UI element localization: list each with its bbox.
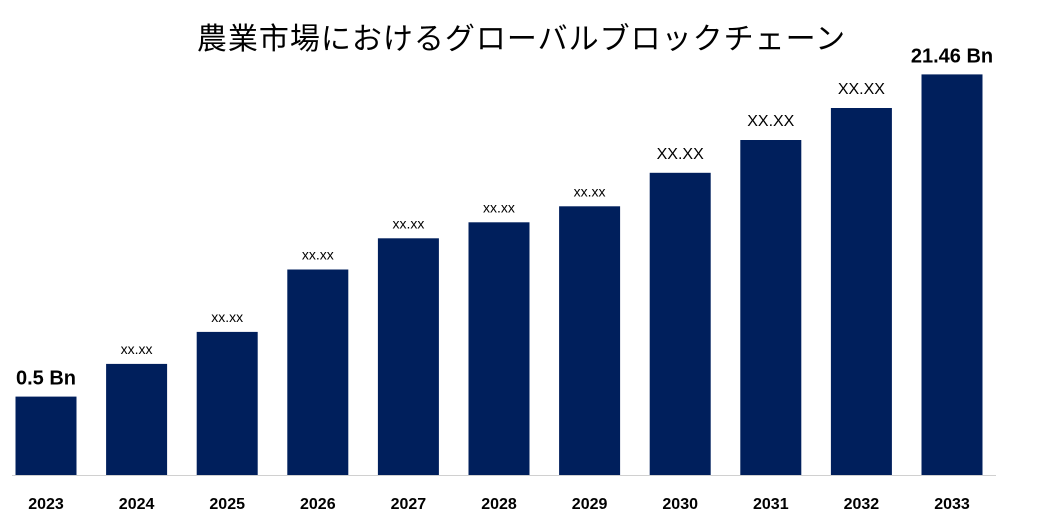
x-tick-label-2026: 2026 xyxy=(300,496,336,513)
x-tick-label-2029: 2029 xyxy=(572,496,608,513)
data-label-2031: XX.XX xyxy=(747,113,794,130)
x-tick-label-2023: 2023 xyxy=(28,496,64,513)
data-label-2032: XX.XX xyxy=(838,81,885,98)
data-label-2027: xx.xx xyxy=(392,215,424,231)
x-tick-label-2027: 2027 xyxy=(391,496,427,513)
bar-2026 xyxy=(287,269,349,475)
bar-2024 xyxy=(106,363,168,475)
x-tick-label-2032: 2032 xyxy=(844,496,880,513)
bar-2028 xyxy=(468,222,530,475)
ticks-layer: 2023 2024 2025 2026 2027 2028 2029 2030 2031 2032… xyxy=(28,496,970,513)
labels-layer: 0.5 Bn xx.xx xx.xx xx.xx xx.xx xx.xx xx.xx XX.X… xyxy=(16,45,993,389)
x-tick-label-2031: 2031 xyxy=(753,496,789,513)
bar-2023 xyxy=(15,396,77,475)
data-label-2026: xx.xx xyxy=(302,247,334,263)
x-tick-label-2024: 2024 xyxy=(119,496,155,513)
bar-2030 xyxy=(649,172,711,476)
data-label-2029: xx.xx xyxy=(574,183,606,199)
x-tick-label-2025: 2025 xyxy=(209,496,245,513)
bars-layer xyxy=(15,74,983,476)
data-label-2033: 21.46 Bn xyxy=(911,45,993,67)
bar-2032 xyxy=(830,108,892,475)
data-label-2025: xx.xx xyxy=(211,309,243,325)
bar-2027 xyxy=(377,238,439,475)
data-label-2028: xx.xx xyxy=(483,199,515,215)
x-tick-label-2033: 2033 xyxy=(934,496,970,513)
data-label-2024: xx.xx xyxy=(121,341,153,357)
bar-2033 xyxy=(921,74,983,476)
x-tick-label-2028: 2028 xyxy=(481,496,517,513)
bar-2031 xyxy=(740,140,802,475)
bar-2029 xyxy=(559,206,621,476)
data-label-2023: 0.5 Bn xyxy=(16,368,76,390)
chart-title: 農業市場におけるグローバルブロックチェーン xyxy=(196,22,847,57)
bar-2025 xyxy=(196,331,258,475)
data-label-2030: XX.XX xyxy=(657,146,704,163)
x-tick-label-2030: 2030 xyxy=(662,496,698,513)
